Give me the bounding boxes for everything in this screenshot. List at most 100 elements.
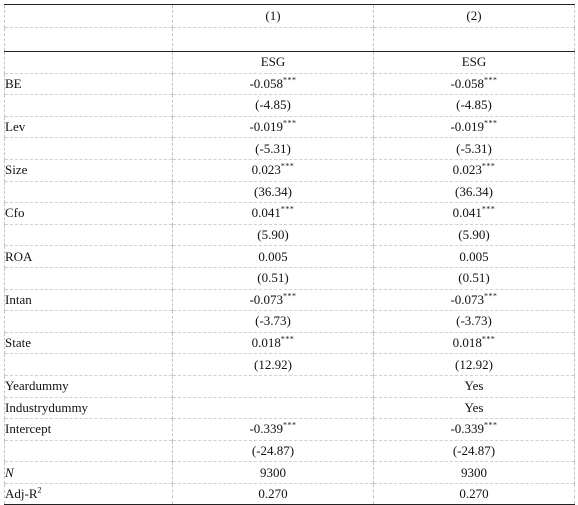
significance-stars: ***	[481, 161, 496, 171]
significance-stars: ***	[283, 421, 297, 431]
cell-value: 0.270	[258, 486, 288, 502]
dependent-variable-row: ESG ESG	[4, 51, 575, 74]
cell-column-2: -0.058***	[373, 72, 575, 95]
cell-value: -0.058	[450, 75, 485, 91]
table-row-tstat: (-4.85) (-4.85)	[4, 94, 575, 117]
cell-value: (-5.31)	[255, 140, 291, 156]
cell-column-1: (-5.31)	[172, 137, 374, 160]
cell-column-1: (5.90)	[172, 223, 374, 246]
significance-stars: ***	[484, 75, 498, 85]
row-label-text: Yeardummy	[5, 378, 69, 394]
row-label-text: Lev	[5, 119, 26, 135]
row-label	[4, 439, 173, 462]
significance-stars: ***	[283, 291, 297, 301]
cell-value: 9300	[461, 464, 487, 480]
cell-column-2: (-4.85)	[373, 94, 575, 117]
cell-value: -0.019	[450, 119, 485, 135]
table-row-roa: ROA 0.005 0.005	[4, 245, 575, 268]
cell-column-1: -0.019***	[172, 115, 374, 138]
table-row-industrydummy: Industrydummy Yes	[4, 396, 575, 419]
table-row-tstat: (0.51) (0.51)	[4, 266, 575, 290]
cell-value: Yes	[464, 399, 484, 415]
cell-column-1: -0.058***	[172, 72, 374, 95]
cell-column-2: 0.041***	[373, 202, 575, 225]
cell-column-2: Yes	[373, 374, 575, 397]
cell-value: 0.005	[459, 248, 489, 264]
table-row-cfo: Cfo 0.041*** 0.041***	[4, 202, 575, 225]
cell-column-2: Yes	[373, 396, 575, 419]
table-row-lev: Lev -0.019*** -0.019***	[4, 115, 575, 138]
row-label: Industrydummy	[4, 396, 173, 419]
cell-column-2: -0.073***	[373, 288, 575, 311]
table-row-tstat: (-3.73) (-3.73)	[4, 310, 575, 333]
table-row-tstat: (-24.87) (-24.87)	[4, 439, 575, 462]
significance-stars: ***	[484, 118, 498, 128]
row-label-text: State	[5, 335, 31, 351]
row-label-text: N	[5, 464, 14, 480]
significance-stars: ***	[484, 421, 498, 431]
cell-value: (12.92)	[455, 356, 493, 372]
row-label: ROA	[4, 245, 173, 268]
cell-column-2: (36.34)	[373, 180, 575, 203]
cell-value: (-4.85)	[255, 97, 291, 113]
row-label	[4, 180, 173, 203]
table-row-tstat: (-5.31) (-5.31)	[4, 137, 575, 160]
row-label: Adj-R2	[4, 482, 173, 505]
cell-value: 0.018	[251, 335, 281, 351]
cell-column-2: (-3.73)	[373, 310, 575, 333]
cell-value: 0.270	[459, 486, 489, 502]
row-label	[4, 266, 173, 290]
cell-column-1	[172, 396, 374, 419]
cell-column-2: -0.339***	[373, 418, 575, 441]
cell-column-1: 0.005	[172, 245, 374, 268]
cell-column-1: 0.018***	[172, 331, 374, 354]
significance-stars: ***	[481, 334, 496, 344]
row-label-text: Intan	[5, 291, 32, 307]
table-row-intercept: Intercept -0.339*** -0.339***	[4, 418, 575, 441]
cell-value: (-3.73)	[255, 313, 291, 329]
spacer-cell	[172, 27, 374, 52]
cell-value: 0.023	[452, 162, 482, 178]
significance-stars: ***	[481, 205, 496, 215]
cell-value: (5.90)	[257, 227, 289, 243]
cell-value: (36.34)	[254, 183, 292, 199]
cell-column-1: -0.073***	[172, 288, 374, 311]
cell-value: (-5.31)	[456, 140, 492, 156]
table-row-intan: Intan -0.073*** -0.073***	[4, 288, 575, 311]
cell-value: -0.058	[249, 75, 284, 91]
cell-value: Yes	[464, 378, 484, 394]
row-label: Intercept	[4, 418, 173, 441]
cell-value: (-4.85)	[456, 97, 492, 113]
cell-column-1: -0.339***	[172, 418, 374, 441]
cell-value: (-24.87)	[251, 442, 295, 458]
dependent-variable-1: ESG	[172, 51, 374, 74]
cell-column-2: (0.51)	[373, 266, 575, 290]
cell-column-2: (12.92)	[373, 353, 575, 376]
dependent-variable-2: ESG	[373, 51, 575, 74]
cell-column-1: (-4.85)	[172, 94, 374, 117]
table-row-adj-r: Adj-R2 0.270 0.270	[4, 482, 575, 505]
regression-table: (1) (2) ESG ESG BE -0.058*** -0.058*** (-4.…	[4, 4, 575, 505]
cell-column-1: 0.270	[172, 482, 374, 505]
row-label: BE	[4, 72, 173, 95]
row-label: Cfo	[4, 202, 173, 225]
row-label: Intan	[4, 288, 173, 311]
row-label	[4, 137, 173, 160]
cell-value: (-3.73)	[456, 313, 492, 329]
row-label-text: Intercept	[5, 421, 52, 437]
column-number-1: (1)	[172, 4, 374, 28]
row-label: Lev	[4, 115, 173, 138]
cell-column-1: 0.041***	[172, 202, 374, 225]
cell-value: -0.073	[450, 291, 485, 307]
significance-stars: ***	[280, 205, 295, 215]
significance-stars: ***	[283, 118, 297, 128]
cell-value: -0.339	[249, 421, 284, 437]
column-number-row: (1) (2)	[4, 4, 575, 28]
cell-column-1: (12.92)	[172, 353, 374, 376]
significance-stars: ***	[280, 334, 295, 344]
cell-value: (0.51)	[458, 270, 490, 286]
cell-column-1: (0.51)	[172, 266, 374, 290]
table-row-tstat: (5.90) (5.90)	[4, 223, 575, 246]
row-label: N	[4, 461, 173, 484]
cell-column-2: -0.019***	[373, 115, 575, 138]
